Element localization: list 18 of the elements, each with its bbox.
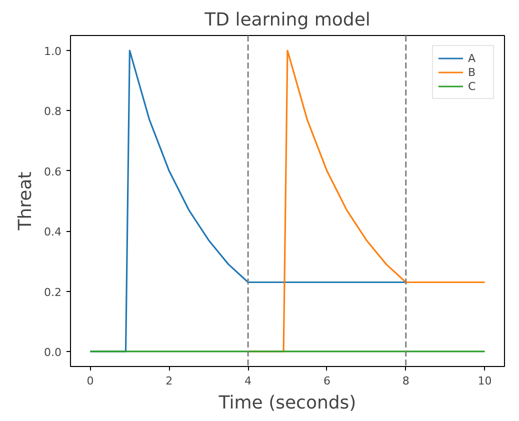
x-tick-label: 10	[478, 374, 492, 388]
y-tick-label: 0.0	[44, 346, 62, 359]
x-tick-label: 4	[244, 374, 252, 388]
legend-label: C	[468, 79, 477, 93]
legend-label: B	[468, 65, 477, 79]
x-tick-label: 2	[166, 374, 173, 388]
y-tick-label: 1.0	[44, 45, 62, 58]
x-axis-title: Time (seconds)	[218, 392, 356, 414]
y-tick-label: 0.2	[44, 286, 62, 299]
x-tick-label: 6	[323, 374, 330, 388]
y-tick-label: 0.6	[44, 165, 62, 178]
legend-label: A	[468, 51, 477, 65]
x-tick-label: 0	[86, 374, 94, 388]
x-tick-label: 8	[402, 374, 410, 388]
y-tick-label: 0.4	[44, 226, 62, 239]
y-tick-label: 0.8	[44, 105, 62, 118]
y-axis-title: Threat	[15, 172, 36, 232]
chart-title: TD learning model	[204, 10, 370, 30]
